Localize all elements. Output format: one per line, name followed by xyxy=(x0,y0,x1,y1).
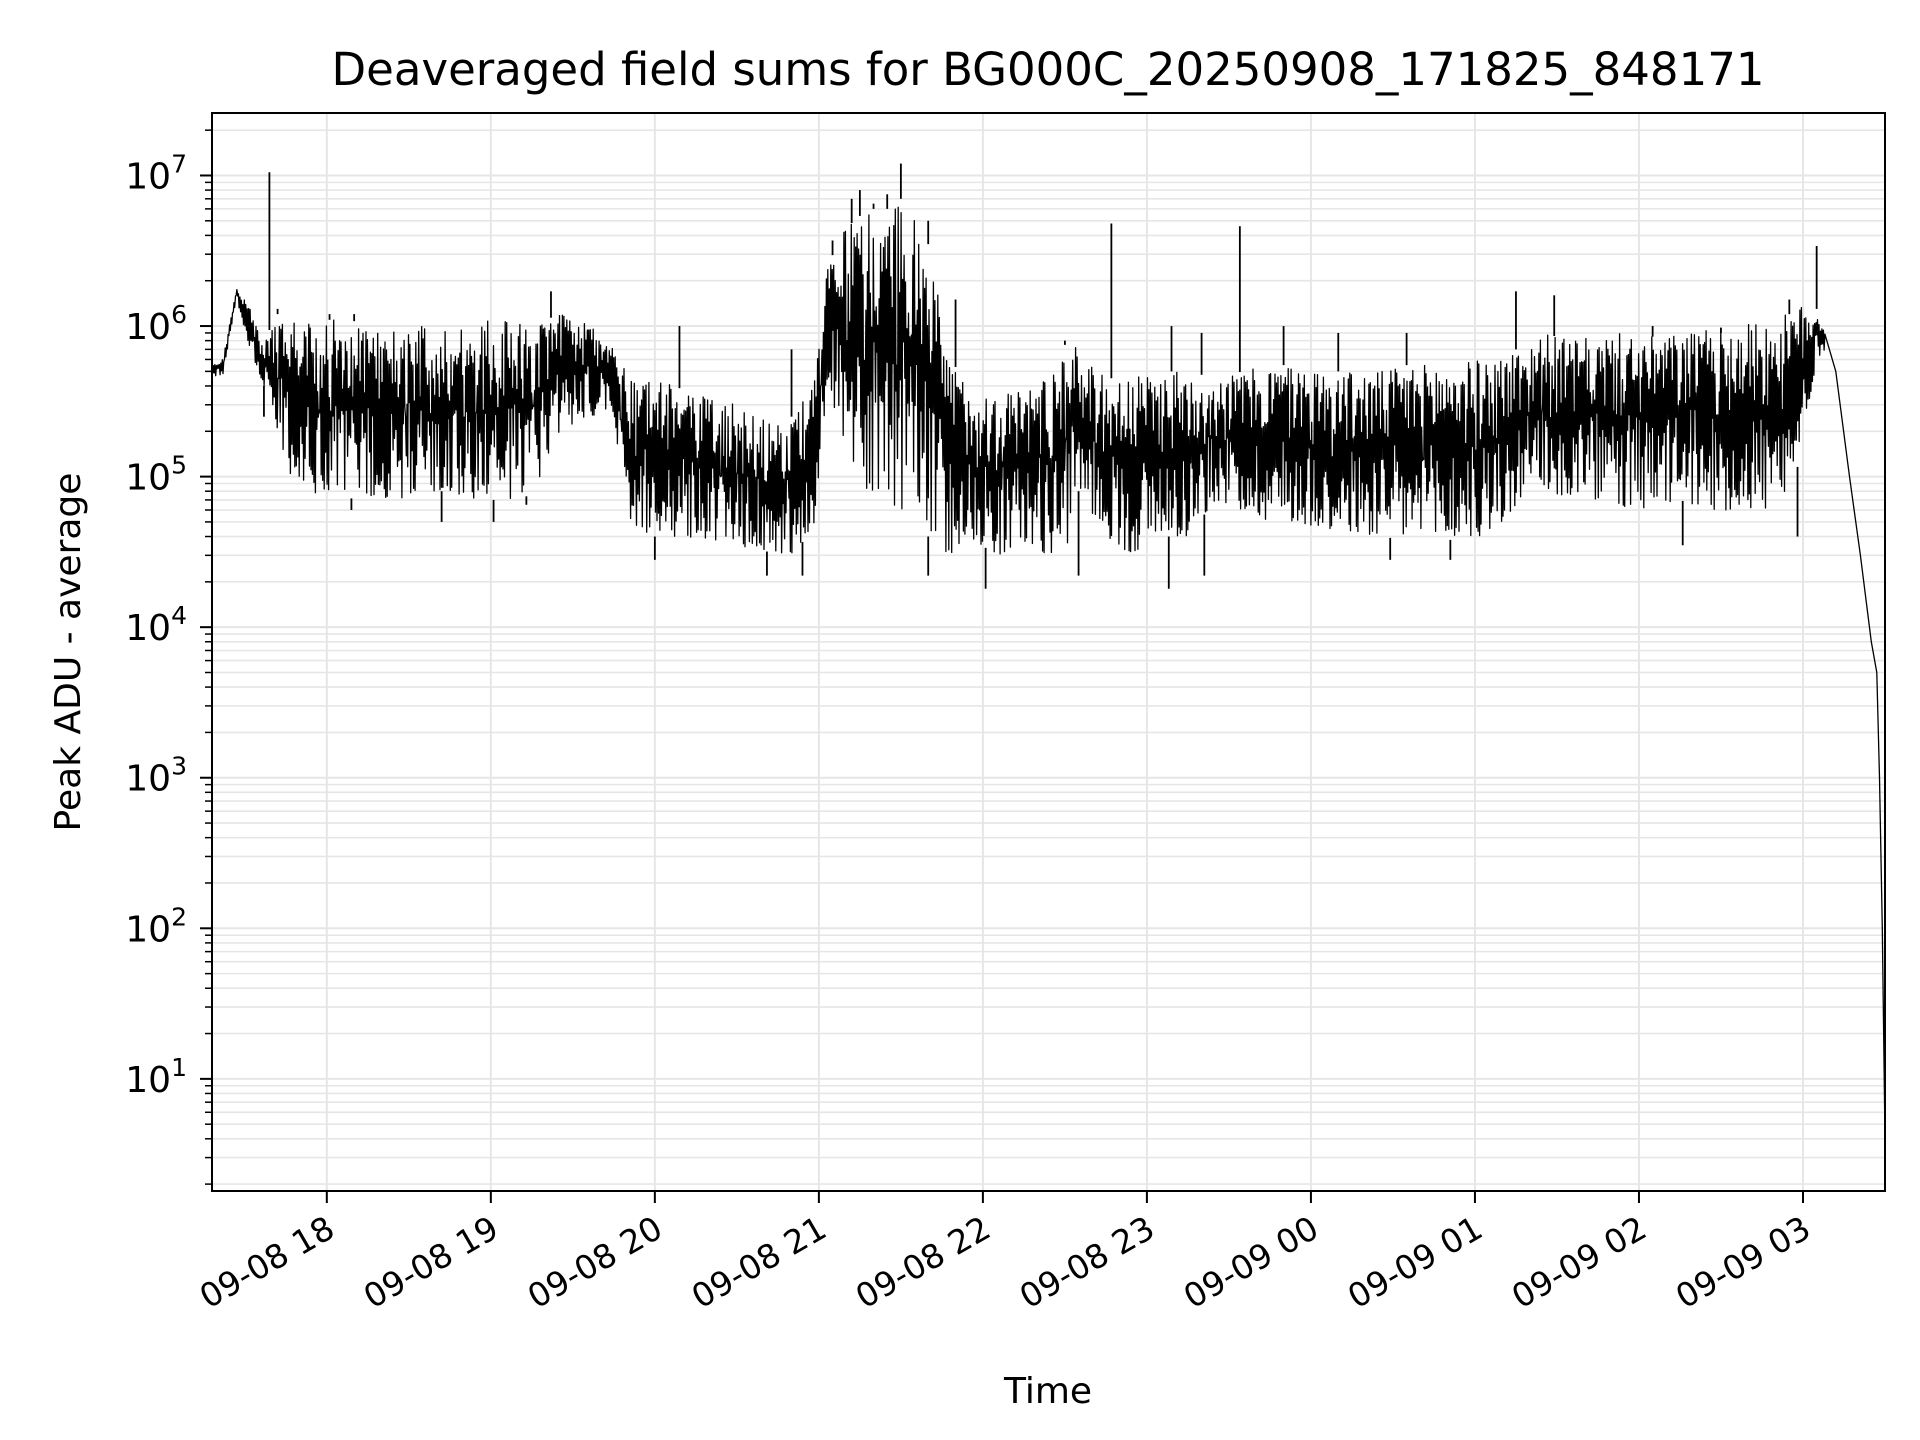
y-tick-label: 103 xyxy=(125,752,187,800)
y-tick-label: 101 xyxy=(125,1053,187,1101)
y-axis-ticks: 101 102 103 104 105 106 107 xyxy=(125,129,212,1185)
y-tick-label: 107 xyxy=(125,149,187,197)
y-tick-label: 102 xyxy=(125,902,187,950)
x-axis-label: Time xyxy=(1003,1371,1092,1412)
y-tick-label: 105 xyxy=(125,451,187,499)
plot-frame xyxy=(211,112,1886,1192)
series-line xyxy=(211,206,1886,1139)
grid xyxy=(212,113,1885,1191)
chart-title: Deaveraged field sums for BG000C_2025090… xyxy=(332,43,1765,96)
y-axis-label: Peak ADU - average xyxy=(48,473,89,832)
y-tick-label: 106 xyxy=(125,300,187,348)
y-tick-label: 104 xyxy=(125,601,187,649)
plot-data xyxy=(211,163,1886,1139)
